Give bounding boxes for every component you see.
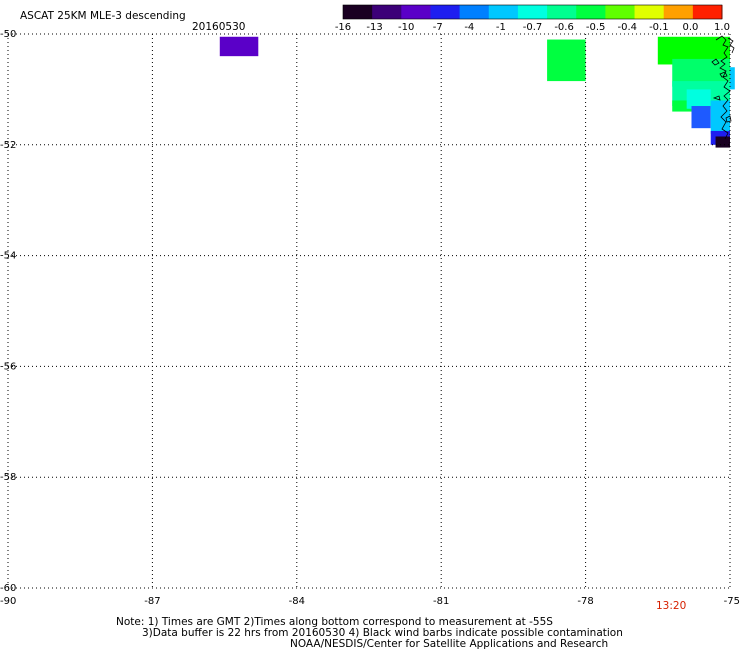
data-cell [686, 89, 711, 109]
colorbar-tick-label: -4 [464, 22, 474, 33]
colorbar-segment [430, 5, 461, 19]
y-tick-label: -60 [0, 583, 16, 594]
colorbar-frame [342, 4, 723, 20]
colorbar-tick-label: 0.0 [682, 22, 698, 33]
colorbar-segment [634, 5, 665, 19]
data-cell [219, 36, 259, 57]
product-title: ASCAT 25KM MLE-3 descending [20, 10, 186, 22]
x-tick-label: -75 [724, 596, 740, 607]
colorbar-tick-label: -0.1 [649, 22, 669, 33]
grid-lines [7, 33, 731, 589]
colorbar: -16 -13 -10 -7 -4 -1 -0.7 -0.6 -0.5 -0.4 -0.1 0.0 1.… [335, 4, 730, 33]
y-tick-label: -50 [0, 29, 16, 40]
y-tick-label: -56 [0, 361, 16, 372]
data-cell [691, 106, 711, 129]
colorbar-tick-label: -16 [335, 22, 351, 33]
data-cell [547, 39, 586, 82]
colorbar-tick-label: -1 [496, 22, 506, 33]
colorbar-tick-label: -0.6 [554, 22, 574, 33]
colorbar-segment [663, 5, 694, 19]
data-cell [715, 136, 730, 148]
colorbar-segment [488, 5, 519, 19]
x-tick-label: -90 [0, 596, 16, 607]
data-cell [730, 67, 735, 90]
x-tick-label: -78 [577, 596, 593, 607]
colorbar-segment [547, 5, 577, 19]
axis-tick-labels: -90 -87 -84 -81 -78 -75 -50 -52 -54 -56 -58 -60 [0, 29, 740, 607]
colorbar-segment [372, 5, 402, 19]
y-tick-label: -54 [0, 251, 16, 262]
colorbar-segment [459, 5, 490, 19]
note-line-1: Note: 1) Times are GMT 2)Times along bot… [116, 616, 553, 628]
x-tick-label: -87 [144, 596, 160, 607]
x-tick-label: -84 [289, 596, 305, 607]
colorbar-segment [692, 5, 723, 19]
colorbar-tick-label: -7 [433, 22, 443, 33]
colorbar-segment [576, 5, 606, 19]
colorbar-tick-label: -10 [398, 22, 414, 33]
x-tick-label: -81 [433, 596, 449, 607]
note-line-2: 3)Data buffer is 22 hrs from 20160530 4)… [142, 627, 623, 639]
coastline [711, 35, 735, 140]
colorbar-tick-label: -13 [366, 22, 382, 33]
data-cell [672, 100, 692, 112]
colorbar-tick-label: -0.4 [617, 22, 637, 33]
colorbar-tick-label: -0.5 [586, 22, 606, 33]
y-tick-label: -58 [0, 472, 16, 483]
colorbar-segment [401, 5, 431, 19]
time-label: 13:20 [656, 600, 687, 612]
y-tick-label: -52 [0, 140, 16, 151]
product-date: 20160530 [192, 21, 246, 33]
colorbar-tick-label: -0.7 [523, 22, 543, 33]
colorbar-segment [343, 5, 373, 19]
note-line-3: NOAA/NESDIS/Center for Satellite Applica… [290, 638, 609, 650]
colorbar-segment [605, 5, 636, 19]
colorbar-segment [517, 5, 548, 19]
colorbar-tick-label: 1.0 [714, 22, 730, 33]
